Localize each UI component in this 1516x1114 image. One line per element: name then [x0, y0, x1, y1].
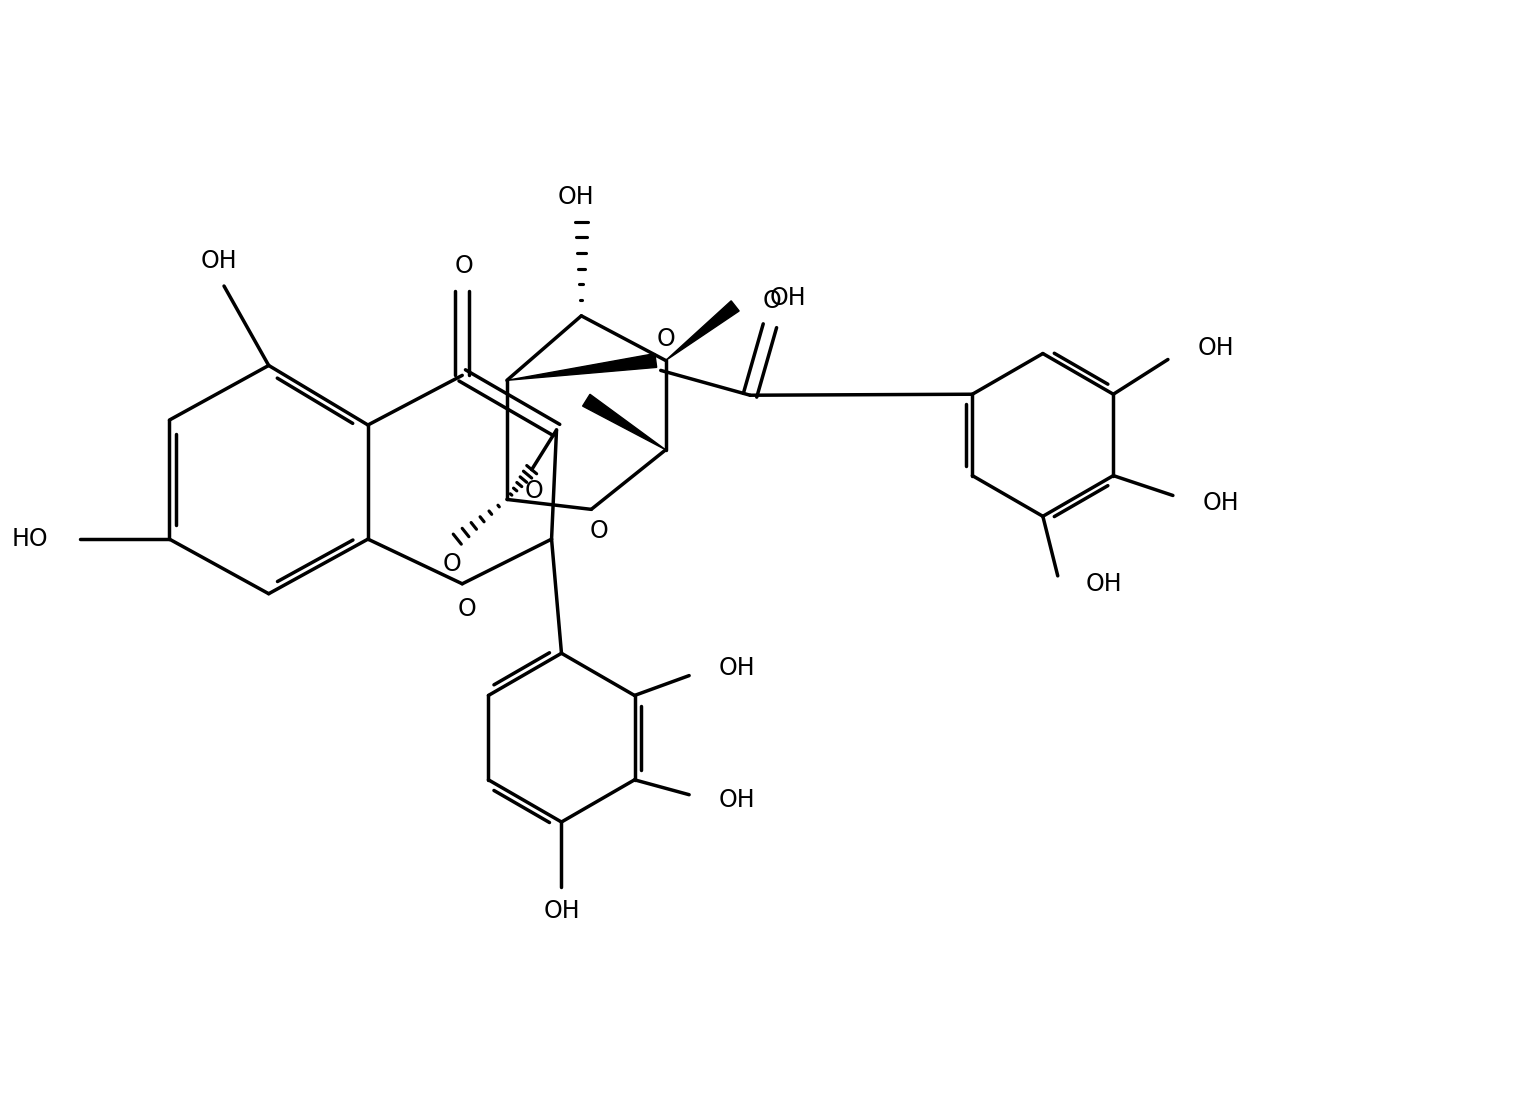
Text: OH: OH: [1085, 571, 1122, 596]
Text: OH: OH: [543, 899, 579, 924]
Text: O: O: [590, 519, 608, 544]
Text: O: O: [455, 254, 473, 278]
Text: OH: OH: [558, 185, 594, 208]
Text: O: O: [525, 479, 543, 504]
Text: OH: OH: [1202, 491, 1239, 516]
Text: OH: OH: [200, 250, 238, 273]
Text: HO: HO: [12, 527, 49, 551]
Text: OH: OH: [719, 788, 755, 812]
Text: OH: OH: [770, 286, 807, 310]
Text: OH: OH: [719, 656, 755, 680]
Text: O: O: [443, 551, 462, 576]
Text: OH: OH: [1198, 335, 1234, 360]
Polygon shape: [666, 301, 740, 361]
Polygon shape: [582, 394, 666, 450]
Text: O: O: [656, 326, 675, 351]
Text: O: O: [458, 597, 476, 620]
Polygon shape: [506, 353, 656, 380]
Text: O: O: [763, 289, 781, 313]
